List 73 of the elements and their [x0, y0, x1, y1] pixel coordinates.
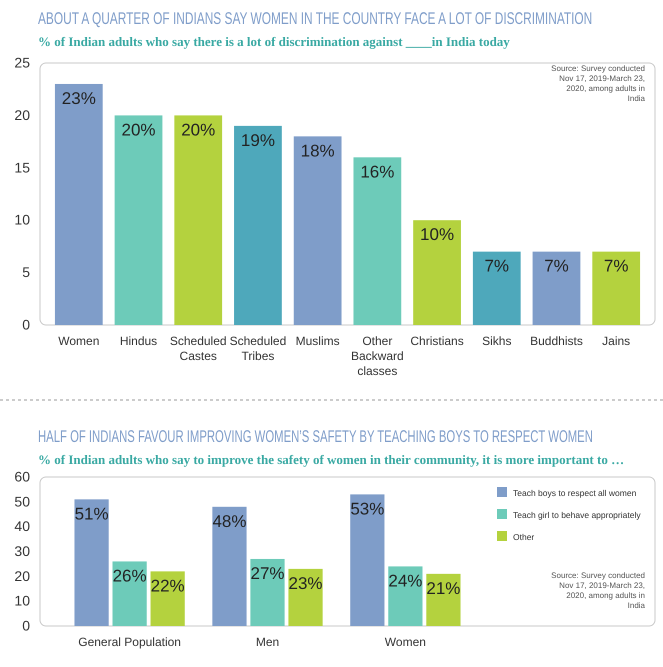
y-tick-label: 20 [14, 568, 30, 584]
bar [413, 220, 461, 325]
source-note: Source: Survey conducted Nov 17, 2019-March 23, 2020, among adults in India [551, 571, 646, 610]
y-tick-label: 25 [14, 54, 30, 70]
data-label: 51% [74, 504, 109, 524]
data-label: 23% [288, 574, 323, 593]
legend-label: Teach boys to respect all women [513, 488, 637, 498]
x-tick-label: Scheduled Tribes [230, 334, 286, 363]
x-tick-label: Muslims [296, 334, 340, 348]
bar [288, 568, 323, 626]
x-tick-label: Women [384, 635, 426, 649]
annotation: Source: Survey conducted Nov 17, 2019-March 23, 2020, among adults in India [551, 64, 646, 103]
bar [250, 558, 285, 626]
bar [388, 566, 422, 626]
y-tick-label: 40 [14, 518, 30, 534]
data-label: 23% [62, 88, 96, 108]
data-label: 10% [420, 225, 454, 244]
bar [294, 136, 342, 325]
data-label: 20% [181, 120, 216, 140]
bar [174, 115, 222, 325]
bar [212, 506, 247, 626]
y-tick-label: 60 [14, 468, 30, 484]
x-tick-label: Christians [410, 334, 464, 348]
bar [350, 494, 384, 626]
bar [353, 157, 402, 325]
chart-subtitle: % of Indian adults who say there is a lot of discrimination against ____in India today [38, 34, 510, 49]
y-tick-label: 30 [14, 542, 30, 559]
data-label: 26% [112, 566, 147, 586]
data-label: 18% [300, 141, 335, 160]
bar [532, 252, 580, 325]
legend-label: Other [513, 532, 534, 542]
x-tick-label: Women [58, 334, 100, 348]
y-tick-label: 10 [14, 212, 30, 228]
data-label: 22% [150, 576, 185, 596]
x-tick-label: Other Backward classes [351, 334, 404, 378]
bar [112, 561, 147, 626]
bar [74, 499, 109, 626]
data-label: 24% [388, 571, 422, 590]
y-tick-label: 20 [14, 106, 30, 123]
data-label: 21% [426, 578, 460, 598]
bar [234, 126, 282, 325]
chart-subtitle: % of Indian adults who say to improve the safety of women in their community, it is more important to … [38, 452, 624, 467]
data-label: 7% [604, 256, 628, 276]
data-label: 27% [250, 564, 285, 583]
bar [592, 252, 640, 325]
bar [114, 115, 162, 325]
bar [150, 571, 185, 626]
legend-label: Teach girl to behave appropriately [513, 510, 642, 520]
bar [472, 252, 521, 325]
y-tick-label: 10 [14, 592, 30, 609]
chart-title: HALF OF INDIANS FAVOUR IMPROVING WOMEN’S SAFETY BY TEACHING BOYS TO RESPECT WOMEN [38, 428, 593, 447]
data-label: 16% [360, 162, 394, 182]
x-tick-label: Buddhists [530, 334, 583, 348]
data-label: 7% [484, 256, 510, 276]
y-tick-label: 5 [22, 264, 30, 280]
x-tick-label: Sikhs [482, 334, 512, 348]
bar [426, 574, 461, 626]
chart-title: ABOUT A QUARTER OF INDIANS SAY WOMEN IN THE COUNTRY FACE A LOT OF DISCRIMINATION [38, 10, 592, 29]
x-tick-label: Scheduled Castes [170, 334, 227, 363]
y-tick-label: 0 [22, 617, 30, 634]
data-label: 7% [544, 256, 569, 276]
data-label: 53% [350, 499, 384, 518]
x-tick-label: General Population [78, 635, 181, 649]
y-tick-label: 15 [14, 159, 30, 176]
x-tick-label: Jains [602, 334, 630, 348]
x-tick-label: Men [256, 635, 280, 649]
y-tick-label: 0 [22, 316, 30, 332]
data-label: 19% [240, 130, 275, 150]
data-label: 20% [122, 120, 156, 140]
bar [54, 84, 103, 325]
data-label: 48% [212, 512, 246, 531]
x-tick-label: Hindus [120, 334, 158, 348]
y-tick-label: 50 [14, 493, 30, 510]
